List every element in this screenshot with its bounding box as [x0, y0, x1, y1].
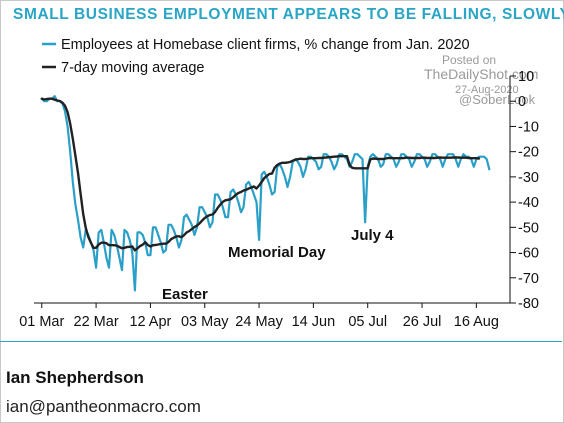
watermark-date: 27-Aug-2020 — [455, 84, 519, 96]
annotations: Easter Memorial Day July 4 — [162, 227, 394, 303]
series-line-moving-average — [40, 97, 481, 252]
y-tick-label: -10 — [518, 119, 539, 135]
x-tick-label: 24 May — [235, 314, 283, 330]
y-tick-label: -80 — [518, 296, 539, 312]
author-name: Ian Shepherdson — [6, 368, 144, 387]
annotation-easter: Easter — [162, 286, 208, 303]
chart-canvas: Employees at Homebase client firms, % ch… — [19, 37, 539, 330]
x-tick-label: 12 Apr — [129, 314, 171, 330]
x-tick-label: 14 Jun — [292, 314, 336, 330]
footer-divider — [0, 341, 562, 342]
watermark: Posted on TheDailyShot.com 27-Aug-2020 @… — [424, 53, 538, 107]
series-line-employees — [40, 95, 491, 292]
y-tick-label: -20 — [518, 145, 539, 161]
author-email: ian@pantheonmacro.com — [6, 397, 201, 416]
legend: Employees at Homebase client firms, % ch… — [42, 37, 470, 76]
x-tick-label: 05 Jul — [348, 314, 387, 330]
chart-title: SMALL BUSINESS EMPLOYMENT APPEARS TO BE … — [13, 6, 564, 23]
legend-label-employees: Employees at Homebase client firms, % ch… — [61, 37, 470, 53]
x-tick-label: 26 Jul — [403, 314, 442, 330]
y-tick-label: -50 — [518, 220, 539, 236]
legend-label-moving-average: 7-day moving average — [61, 60, 204, 76]
y-tick-label: -30 — [518, 170, 539, 186]
y-tick-label: 0 — [518, 94, 526, 110]
annotation-memorial-day: Memorial Day — [228, 244, 326, 261]
x-tick-label: 03 May — [181, 314, 229, 330]
watermark-handle: @SoberLook — [459, 92, 536, 107]
watermark-posted-on: Posted on — [442, 53, 496, 67]
x-tick-label: 01 Mar — [19, 314, 64, 330]
axes: 10 0 -10 -20 -30 -40 -50 -60 -70 -80 01 Mar 22 Mar 1… — [19, 69, 539, 330]
annotation-july-4: July 4 — [351, 227, 394, 244]
y-tick-label: -40 — [518, 195, 539, 211]
y-tick-label: -70 — [518, 271, 539, 287]
series-layer — [40, 95, 491, 292]
y-tick-label: 10 — [518, 69, 534, 85]
x-tick-label: 22 Mar — [74, 314, 119, 330]
x-tick-label: 16 Aug — [454, 314, 499, 330]
y-tick-label: -60 — [518, 246, 539, 262]
